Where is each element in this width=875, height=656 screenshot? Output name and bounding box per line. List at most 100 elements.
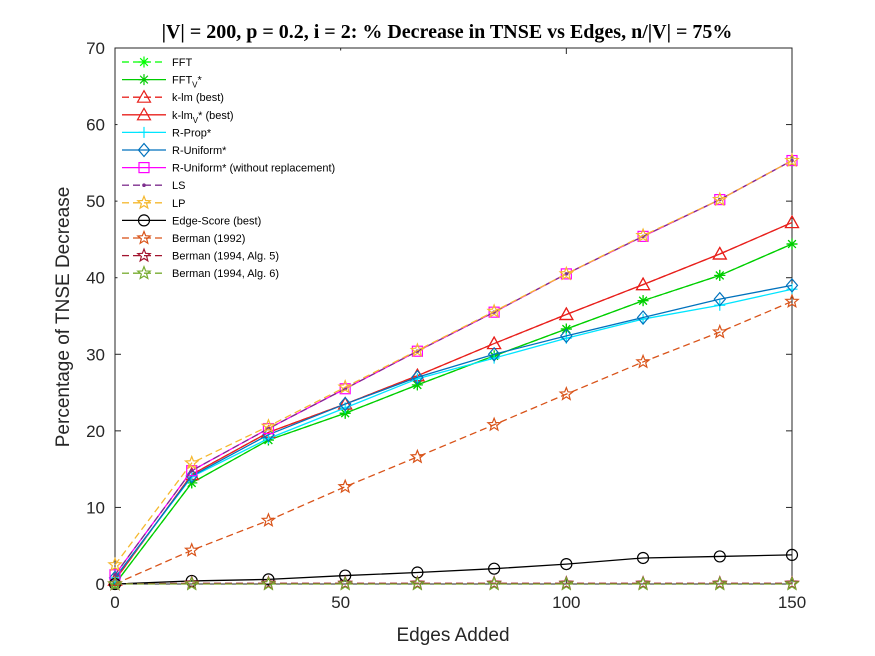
data-point-berman-1994-alg-5 <box>558 575 575 590</box>
data-point-berman-1994-alg-5 <box>784 575 800 590</box>
data-point-berman-1992 <box>337 478 353 494</box>
data-point-berman-1992 <box>712 323 728 339</box>
data-point-lp <box>712 191 728 207</box>
legend-box <box>117 50 360 287</box>
legend-label: R-Uniform* <box>172 145 227 157</box>
series-layer <box>107 152 800 591</box>
data-point-ls <box>189 468 194 473</box>
data-point-fft-v <box>411 379 423 391</box>
data-point-k-lm-v-best <box>712 246 728 260</box>
x-tick-label: 0 <box>110 593 119 612</box>
data-point-r-uniform <box>785 277 799 293</box>
legend-entry-k-lm-v-best: k-lmV* (best) <box>122 107 234 125</box>
legend-label-main: FFT <box>172 75 192 87</box>
legend-entry-berman-1994-alg-6: Berman (1994, Alg. 6) <box>122 265 279 280</box>
series-lp <box>107 152 800 572</box>
data-point-lp <box>409 342 426 358</box>
data-point-berman-1994-alg-5 <box>260 575 277 590</box>
data-point-berman-1994-alg-5 <box>712 575 728 590</box>
legend-label-suffix: * (best) <box>198 110 233 122</box>
legend-label: k-lmV* (best) <box>172 110 234 125</box>
legend-entry-r-uniform-without-replacement: R-Uniform* (without replacement) <box>122 162 335 175</box>
data-point-r-uniform <box>411 369 424 385</box>
legend-entry-fft-v: FFTV* <box>122 74 203 90</box>
legend-entry-berman-1992: Berman (1992) <box>122 229 245 245</box>
x-tick-label: 100 <box>552 593 580 612</box>
data-point-berman-1994-alg-5 <box>409 575 426 590</box>
legend-marker <box>136 229 152 245</box>
series-line-fft-v <box>114 243 793 585</box>
legend-label: Berman (1994, Alg. 6) <box>172 268 279 280</box>
data-point-berman-1994-alg-5 <box>337 575 353 590</box>
data-point-k-lm-v-best <box>558 306 574 321</box>
legend-entry-edge-score-best: Edge-Score (best) <box>122 214 261 227</box>
data-point-edge-score-best <box>636 551 650 565</box>
data-point-berman-1992 <box>409 448 426 464</box>
series-line-r-uniform <box>114 284 793 579</box>
data-point-berman-1994-alg-6 <box>183 575 200 591</box>
data-point-berman-1992 <box>260 512 277 528</box>
data-point-berman-1994-alg-5 <box>183 575 200 590</box>
data-point-berman-1994-alg-6 <box>635 575 651 591</box>
legend-label: k-lm (best) <box>172 92 224 104</box>
data-point-r-uniform <box>636 310 650 325</box>
data-point-fft-v <box>714 269 726 281</box>
y-tick-label: 50 <box>86 192 105 211</box>
data-point-berman-1994-alg-6 <box>486 575 502 591</box>
data-point-r-uniform-without-replacement <box>339 383 351 395</box>
data-point-lp <box>558 265 575 281</box>
legend-marker <box>136 247 152 263</box>
legend-label: LP <box>172 198 185 210</box>
legend-label: FFTV* <box>172 75 203 90</box>
legend-marker <box>136 89 152 103</box>
series-line-r-prop <box>114 288 793 579</box>
legend-marker <box>136 107 152 121</box>
data-point-berman-1992 <box>486 416 502 432</box>
series-berman-1992 <box>107 293 800 591</box>
data-point-fft-v <box>786 238 798 250</box>
series-line-edge-score-best <box>114 554 793 585</box>
series-line-berman-1994-alg-5 <box>114 582 792 585</box>
data-point-r-uniform <box>713 291 727 307</box>
data-point-fft-v <box>637 295 649 307</box>
data-point-berman-1992 <box>558 385 575 401</box>
data-point-r-uniform-without-replacement <box>411 345 423 357</box>
data-point-r-uniform-without-replacement <box>637 230 649 242</box>
x-axis-label: Edges Added <box>396 625 509 646</box>
data-point-lp <box>486 303 502 318</box>
legend-marker <box>137 142 151 158</box>
legend-label: Edge-Score (best) <box>172 215 261 227</box>
legend-marker <box>136 194 152 210</box>
legend-label: FFT <box>172 57 192 69</box>
y-axis-label: Percentage of TNSE Decrease <box>53 187 74 448</box>
data-point-r-uniform <box>185 468 199 484</box>
legend-label-main: k-lm <box>172 110 193 122</box>
legend-entry-lp: LP <box>122 194 185 210</box>
data-point-r-uniform <box>338 396 352 412</box>
data-point-r-uniform <box>262 427 275 443</box>
data-point-r-uniform-without-replacement <box>109 569 121 581</box>
data-point-edge-score-best <box>785 548 799 562</box>
data-point-r-uniform-without-replacement <box>488 306 500 318</box>
y-tick-label: 40 <box>86 269 105 288</box>
data-point-berman-1992 <box>183 542 200 557</box>
legend-entry-berman-1994-alg-5: Berman (1994, Alg. 5) <box>122 247 279 263</box>
legend-marker <box>142 183 146 187</box>
legend-entry-ls: LS <box>122 180 185 192</box>
y-tick-label: 0 <box>96 575 105 594</box>
legend-entry-k-lm-best: k-lm (best) <box>122 89 224 104</box>
data-point-berman-1994-alg-6 <box>409 575 426 591</box>
data-point-lp <box>260 418 277 433</box>
legend-marker <box>138 56 150 68</box>
data-point-lp <box>635 227 651 243</box>
data-point-berman-1994-alg-6 <box>107 575 123 591</box>
data-point-edge-score-best <box>488 562 501 575</box>
data-point-berman-1994-alg-5 <box>635 575 651 590</box>
data-point-edge-score-best <box>262 573 275 586</box>
x-tick-label: 150 <box>778 593 806 612</box>
legend-marker <box>138 74 150 86</box>
series-berman-1994-alg-6 <box>107 575 800 591</box>
data-point-k-lm-v-best <box>635 276 651 291</box>
legend-label: LS <box>172 180 185 192</box>
chart-title: |V| = 200, p = 0.2, i = 2: % Decrease in… <box>162 21 733 43</box>
